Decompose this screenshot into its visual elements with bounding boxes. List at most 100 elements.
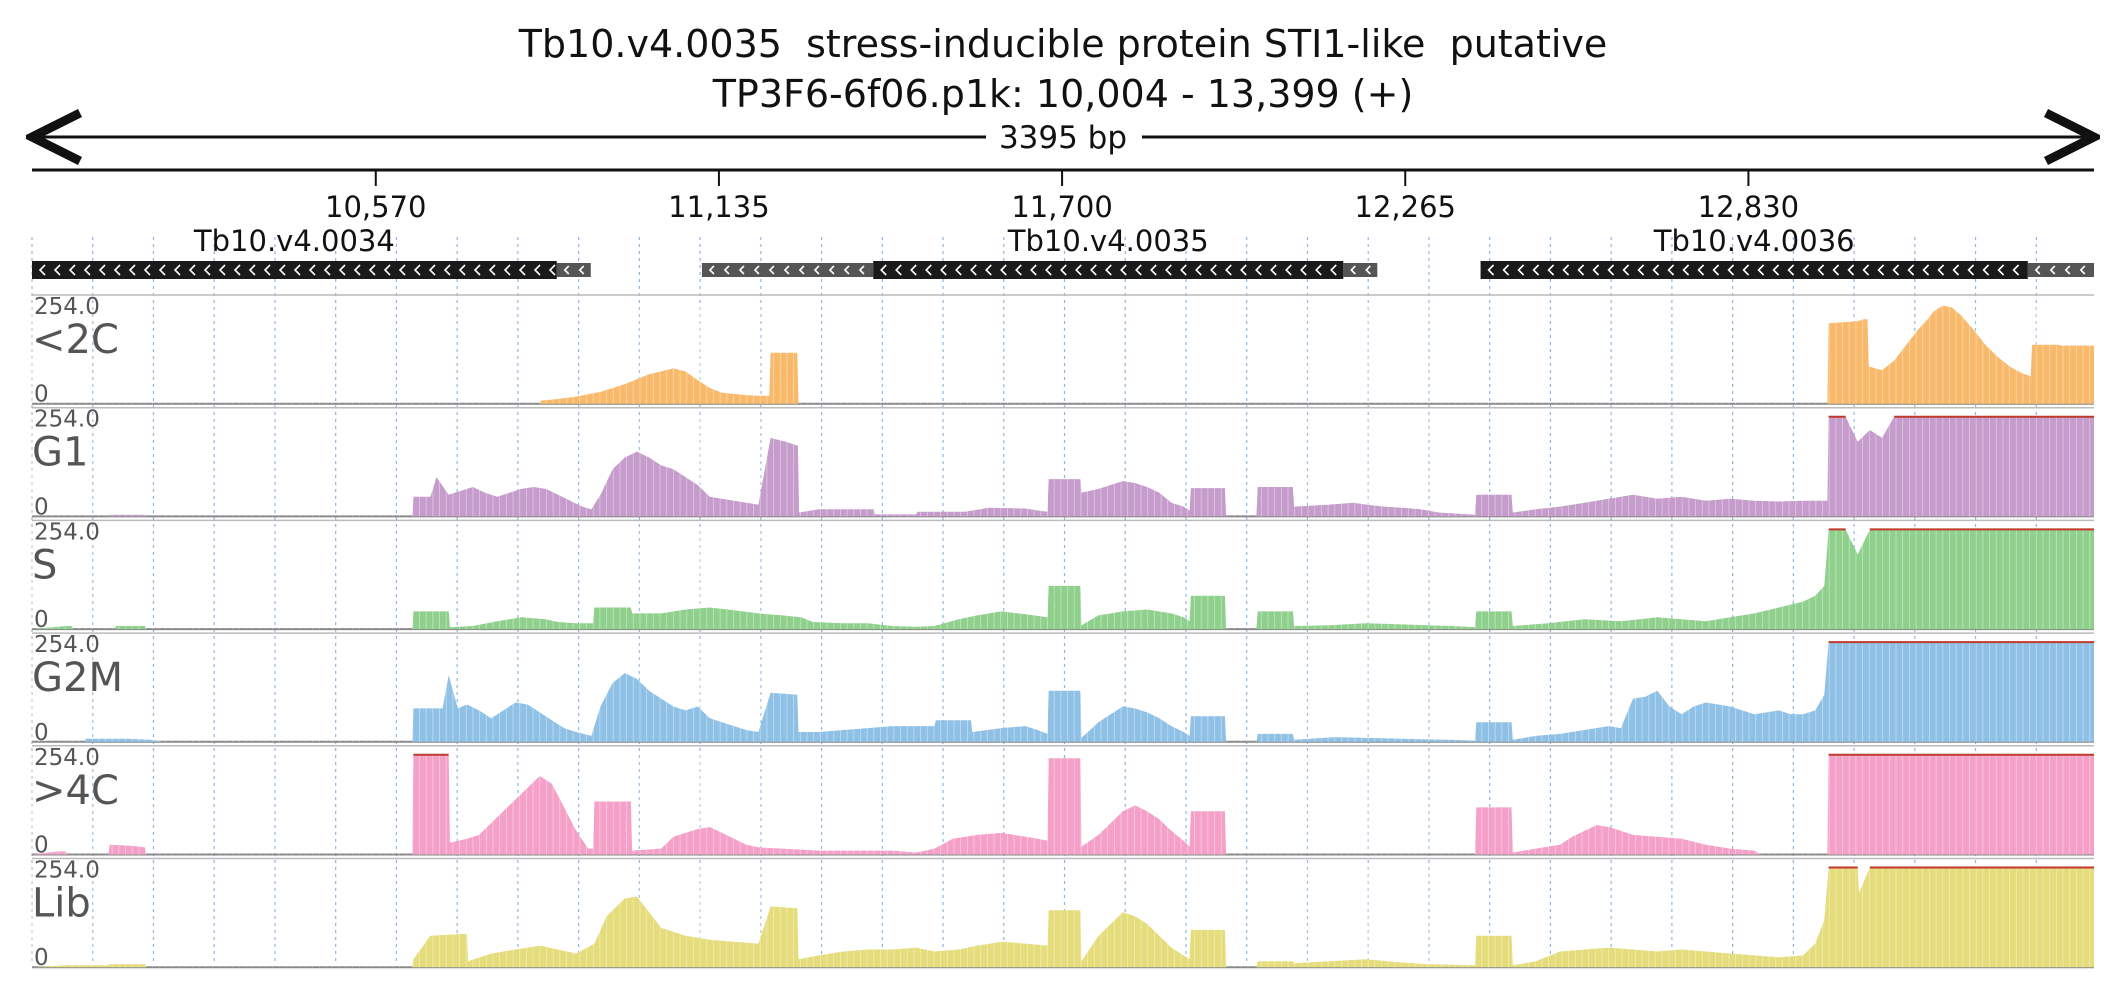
coverage-area (32, 754, 2094, 855)
strand-arrow (723, 265, 730, 275)
strand-arrow (783, 265, 790, 275)
strand-arrow (1105, 264, 1112, 276)
strand-arrow (1802, 264, 1810, 276)
strand-arrow (1015, 264, 1022, 276)
strand-arrow (1487, 264, 1495, 276)
strand-arrow (1997, 264, 2005, 276)
strand-arrow (1000, 264, 1007, 276)
strand-arrow (1365, 265, 1371, 275)
strand-arrow (1967, 264, 1975, 276)
strand-arrow (798, 265, 805, 275)
strand-arrow (503, 264, 511, 276)
track-4C: 254.0>4C 0 (31, 745, 2094, 859)
strand-arrow (323, 264, 331, 276)
strand-arrow (768, 265, 775, 275)
strand-arrow (1165, 264, 1172, 276)
strand-arrow (1922, 264, 1930, 276)
strand-arrow (738, 265, 745, 275)
track-min-label: 0 (34, 833, 49, 859)
strand-arrow (488, 264, 496, 276)
strand-arrow (1195, 264, 1202, 276)
strand-arrow (1225, 264, 1232, 276)
strand-arrow (1787, 264, 1795, 276)
strand-arrow (218, 264, 226, 276)
strand-arrow (858, 265, 865, 275)
coverage-area (32, 867, 2094, 968)
strand-arrow (1697, 264, 1705, 276)
strand-arrow (1817, 264, 1825, 276)
strand-arrow (53, 264, 61, 276)
strand-arrow (1502, 264, 1510, 276)
strand-arrow (1592, 264, 1600, 276)
strand-arrow (1577, 264, 1585, 276)
strand-arrow (188, 264, 196, 276)
track-max-label: 254.0 (34, 632, 100, 658)
strand-arrow (113, 264, 121, 276)
strand-arrow (1075, 264, 1082, 276)
strand-arrow (880, 264, 887, 276)
gene-label: Tb10.v4.0034 (193, 224, 395, 258)
strand-arrow (1742, 264, 1750, 276)
strand-arrow (293, 264, 301, 276)
strand-arrow (248, 264, 256, 276)
strand-arrow (128, 264, 136, 276)
track-min-label: 0 (34, 720, 49, 746)
track-name: <2C (32, 317, 119, 363)
strand-arrow (143, 264, 151, 276)
strand-arrow (1982, 264, 1990, 276)
strand-arrow (443, 264, 451, 276)
strand-arrow (1180, 264, 1187, 276)
track-min-label: 0 (34, 382, 49, 408)
strand-arrow (1607, 264, 1615, 276)
strand-arrow (2049, 265, 2056, 275)
strand-arrow (518, 264, 526, 276)
gene-utr (556, 263, 591, 277)
strand-arrow (1622, 264, 1630, 276)
strand-arrow (68, 264, 76, 276)
strand-arrow (2034, 265, 2041, 275)
ruler-tick-label: 12,830 (1698, 190, 1799, 224)
strand-arrow (1240, 264, 1247, 276)
strand-arrow (895, 264, 902, 276)
strand-arrow (1862, 264, 1870, 276)
strand-arrow (1682, 264, 1690, 276)
strand-arrow (970, 264, 977, 276)
strand-arrow (1937, 264, 1945, 276)
chart-title: Tb10.v4.0035 stress-inducible protein ST… (518, 22, 1608, 66)
track-G1: 254.0G1 0 (31, 407, 2094, 520)
track-name: G2M (32, 655, 123, 701)
gene-label: Tb10.v4.0036 (1653, 224, 1855, 258)
ruler-ticks: 10,570 11,135 11,700 12,265 12,830 (325, 170, 1799, 224)
strand-arrow (548, 264, 556, 276)
strand-arrow (843, 265, 850, 275)
strand-arrow (398, 264, 406, 276)
strand-arrow (1952, 264, 1960, 276)
grid-lines (31, 237, 2037, 962)
strand-arrow (1562, 264, 1570, 276)
gene-cds (1480, 261, 2028, 279)
strand-arrow (985, 264, 992, 276)
strand-arrow (1832, 264, 1840, 276)
chart-subtitle: TP3F6-6f06.p1k: 10,004 - 13,399 (+) (712, 72, 1414, 116)
track-max-label: 254.0 (34, 294, 100, 320)
strand-arrow (1652, 264, 1660, 276)
strand-arrow (925, 264, 932, 276)
strand-arrow (2064, 265, 2071, 275)
strand-arrow (383, 264, 391, 276)
strand-arrow (1712, 264, 1720, 276)
coverage-tracks: 254.0<2C0254.0G10254.0S0254.0G2M0254.0>4… (31, 294, 2094, 971)
strand-arrow (203, 264, 211, 276)
strand-arrow (1667, 264, 1675, 276)
strand-arrow (1757, 264, 1765, 276)
strand-arrow (338, 264, 346, 276)
strand-arrow (708, 265, 715, 275)
strand-arrow (753, 265, 760, 275)
strand-arrow (563, 265, 570, 275)
ruler-tick-label: 10,570 (325, 190, 426, 224)
coverage-area (32, 305, 2094, 404)
strand-arrow (458, 264, 466, 276)
track-max-label: 254.0 (34, 858, 100, 884)
